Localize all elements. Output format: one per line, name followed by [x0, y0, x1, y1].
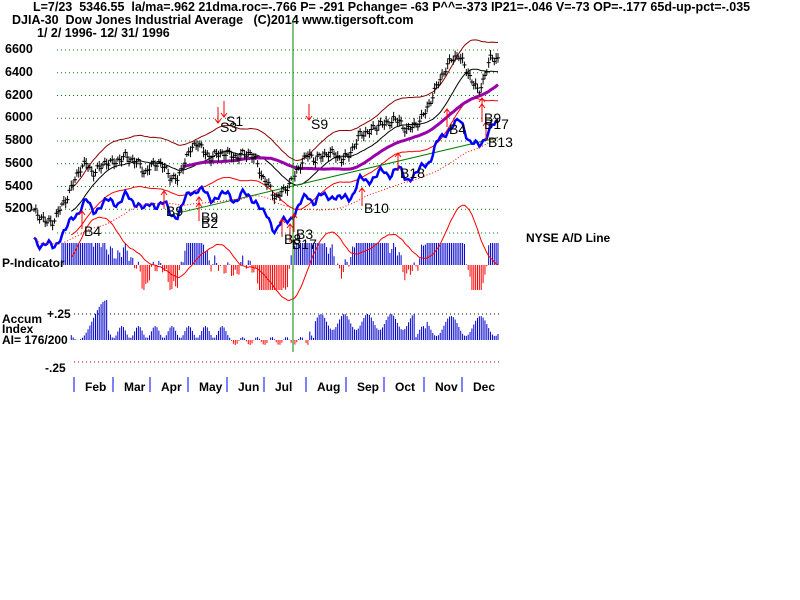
p-indicator-label: P-Indicator [2, 256, 65, 270]
signal-label: S9 [311, 116, 329, 132]
month-label: Mar [124, 380, 146, 394]
y-tick-label: 6200 [5, 87, 33, 102]
signal-arrowhead [278, 218, 286, 224]
ai-label: AI= 176/200 [2, 333, 68, 347]
signal-label: B17 [484, 116, 509, 132]
y-tick-label: 6000 [5, 110, 33, 125]
signal-label: B3 [296, 226, 314, 242]
lower-band [71, 97, 498, 236]
accum-label: Accum [2, 312, 43, 326]
ma200-line [169, 137, 499, 216]
y-tick-label: 5400 [5, 178, 33, 193]
signal-label: B8 [284, 231, 302, 247]
header-stats: L=7/23 5346.55 la/ma=.962 21dma.roc=-.76… [33, 0, 751, 14]
signal-label: B13 [488, 134, 513, 150]
ma21-line [71, 68, 498, 212]
signal-arrowhead [195, 202, 203, 208]
signal-arrowhead [214, 118, 222, 124]
signal-arrowhead [478, 97, 486, 103]
y-tick-label: 6600 [5, 42, 33, 56]
signal-label: B4 [84, 223, 102, 239]
chart-title: DJIA-30 Dow Jones Industrial Average (C)… [12, 13, 414, 27]
signal-label: S3 [220, 119, 238, 135]
y-tick-label: 5200 [5, 201, 33, 216]
p-indicator-ma [70, 204, 499, 302]
signal-label: B18 [400, 165, 425, 181]
month-label: May [199, 380, 223, 394]
signal-arrowhead [443, 108, 451, 114]
signal-arrowhead [478, 103, 486, 109]
month-label: Dec [473, 380, 496, 394]
signal-arrowhead [195, 196, 203, 202]
signal-label: B9 [166, 203, 184, 219]
signal-label: B9 [484, 110, 502, 126]
month-label: Aug [317, 380, 341, 394]
month-label: Jun [238, 380, 260, 394]
signal-label: B17 [292, 236, 317, 252]
minus25-label: -.25 [45, 361, 66, 375]
plus25-label: +.25 [47, 307, 71, 321]
signal-label: B4 [449, 121, 467, 137]
signal-arrowhead [305, 115, 313, 121]
signal-arrowhead [220, 112, 228, 118]
ad-line-label: NYSE A/D Line [526, 231, 611, 245]
signal-label: B9 [201, 209, 219, 225]
month-label: Apr [161, 380, 182, 394]
upper-band [71, 39, 499, 189]
signal-arrowhead [358, 187, 366, 193]
ad-ma-line [33, 136, 499, 245]
month-label: Oct [395, 380, 416, 394]
y-tick-label: 5800 [5, 133, 33, 147]
index-label: Index [2, 322, 34, 336]
signal-arrowhead [290, 213, 298, 219]
y-tick-label: 5600 [5, 155, 33, 170]
month-label: Nov [435, 380, 458, 394]
signal-arrowhead [160, 190, 168, 196]
signal-label: B2 [201, 215, 219, 231]
signal-arrowhead [394, 152, 402, 158]
signal-label: B10 [364, 200, 389, 216]
y-tick-label: 6400 [5, 64, 33, 79]
ad-line [33, 117, 499, 252]
ma50-line [182, 83, 499, 171]
signal-arrowhead [286, 223, 294, 229]
month-label: Sep [357, 380, 380, 394]
signal-label: S1 [226, 113, 244, 129]
date-range: 1/ 2/ 1996- 12/ 31/ 1996 [37, 26, 170, 40]
month-label: Jul [275, 380, 293, 394]
signal-arrowhead [482, 121, 490, 127]
signal-arrowhead [78, 210, 86, 216]
month-label: Feb [85, 380, 107, 394]
